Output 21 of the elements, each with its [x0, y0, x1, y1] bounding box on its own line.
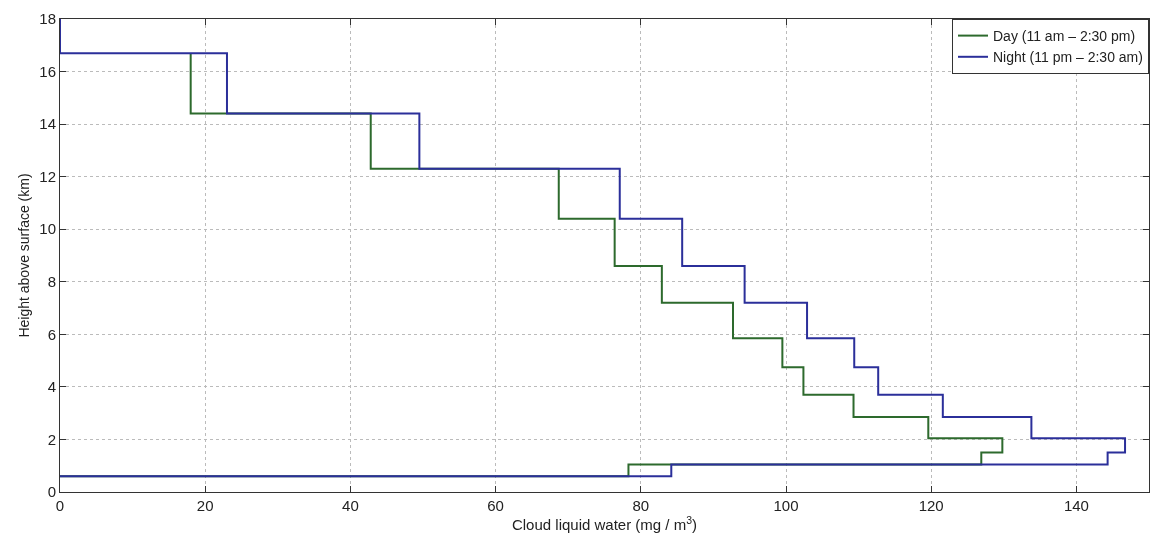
x-tick-label: 140: [1063, 497, 1089, 514]
y-tick-label: 16: [39, 62, 56, 80]
x-tick-label: 60: [487, 497, 504, 514]
x-tick-label: 80: [632, 497, 650, 514]
y-tick-label: 2: [47, 430, 56, 448]
x-tick-label: 20: [196, 497, 214, 514]
y-tick-label: 18: [39, 10, 56, 28]
x-tick-label: 100: [773, 497, 799, 514]
y-tick-label: 0: [47, 483, 56, 501]
x-axis-title: Cloud liquid water (mg / m$^{3}$): [511, 514, 698, 534]
x-tick-label: 40: [342, 497, 359, 514]
legend-label: Day (11 am – 2:30 pm): [993, 28, 1136, 45]
x-tick-label: 120: [918, 497, 944, 514]
y-tick-label: 6: [47, 325, 56, 343]
y-axis-title: Height above surface (km): [15, 173, 32, 338]
y-tick-label: 4: [47, 378, 56, 396]
y-tick-label: 8: [47, 273, 56, 291]
legend-label: Night (11 pm – 2:30 am): [993, 49, 1143, 66]
y-tick-label: 10: [39, 220, 56, 238]
y-tick-label: 12: [39, 167, 56, 185]
y-tick-label: 14: [39, 115, 56, 133]
